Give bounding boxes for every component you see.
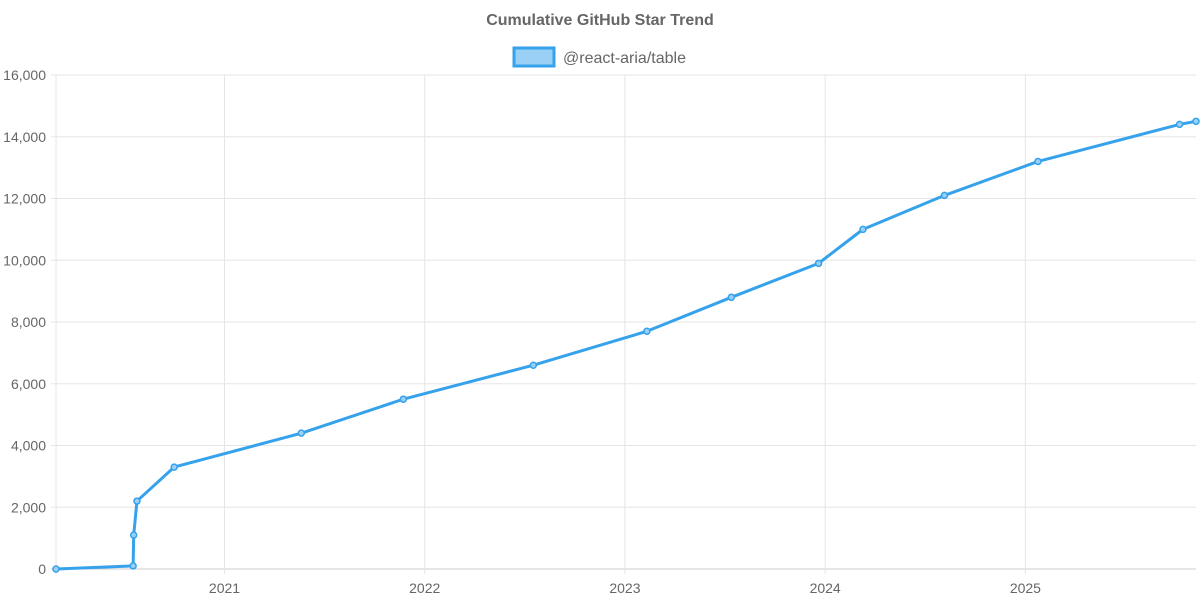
data-point[interactable] (940, 191, 949, 200)
data-point[interactable] (297, 429, 306, 437)
y-tick-label: 10,000 (3, 252, 46, 268)
y-tick-label: 8,000 (11, 314, 46, 330)
grid (51, 74, 1196, 574)
y-tick-label: 16,000 (3, 67, 46, 83)
data-point[interactable] (170, 463, 178, 471)
x-tick-label: 2025 (1010, 580, 1041, 596)
x-tick-label: 2022 (409, 580, 440, 596)
y-tick-label: 14,000 (3, 129, 46, 145)
series-line (52, 117, 1200, 573)
data-point[interactable] (399, 395, 408, 403)
data-point[interactable] (1175, 120, 1184, 129)
chart-title: Cumulative GitHub Star Trend (486, 12, 714, 29)
data-point[interactable] (129, 562, 137, 570)
y-axis: 0 2,000 4,000 6,000 8,000 10,000 12,000 14,000 1… (3, 67, 46, 577)
y-tick-label: 2,000 (11, 499, 46, 515)
legend[interactable]: @react-aria/table (512, 46, 686, 68)
legend-swatch (512, 46, 556, 68)
y-tick-label: 0 (38, 561, 46, 577)
x-tick-label: 2023 (609, 580, 640, 596)
data-point[interactable] (727, 293, 736, 302)
data-point[interactable] (529, 361, 538, 369)
data-point[interactable] (1034, 157, 1042, 166)
data-point[interactable] (129, 531, 138, 539)
legend-label: @react-aria/table (563, 50, 686, 67)
data-point[interactable] (643, 327, 651, 336)
x-tick-label: 2024 (810, 580, 841, 596)
y-tick-label: 6,000 (11, 376, 46, 392)
y-tick-label: 12,000 (3, 191, 46, 207)
data-point[interactable] (52, 565, 60, 573)
data-point[interactable] (859, 225, 867, 234)
x-axis: 2021 2022 2023 2024 2025 (209, 580, 1041, 596)
data-point[interactable] (814, 259, 823, 268)
x-tick-label: 2021 (209, 580, 240, 596)
y-tick-label: 4,000 (11, 438, 46, 454)
data-point[interactable] (1192, 117, 1200, 126)
data-point[interactable] (133, 497, 141, 505)
series-path (55, 119, 1197, 571)
